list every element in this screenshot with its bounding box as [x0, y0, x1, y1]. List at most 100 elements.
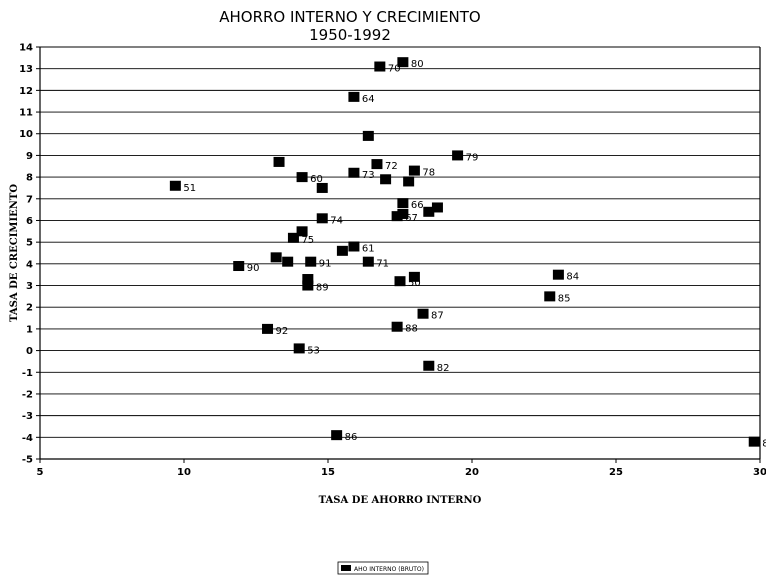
legend-swatch	[341, 565, 351, 571]
data-point	[331, 430, 343, 441]
data-point	[169, 180, 181, 191]
point-label: 64	[362, 94, 375, 105]
point-label: 92	[276, 326, 289, 337]
data-point	[417, 308, 429, 319]
data-point	[408, 165, 420, 176]
y-tick-label: 0	[26, 346, 33, 357]
chart-title: AHORRO INTERNO Y CRECIMIENTO	[219, 8, 481, 26]
data-point	[362, 130, 374, 141]
y-tick-label: 1	[26, 324, 33, 335]
point-label: 61	[362, 243, 375, 254]
data-point	[293, 343, 305, 354]
data-point	[348, 91, 360, 102]
point-label: 70	[388, 64, 401, 75]
data-point	[423, 206, 435, 217]
point-label: 74	[330, 215, 343, 226]
data-point	[431, 202, 443, 213]
point-label: 90	[247, 263, 260, 274]
y-tick-label: 8	[26, 173, 33, 184]
y-tick-label: 3	[26, 281, 33, 292]
y-tick-label: 5	[26, 238, 33, 249]
data-point	[348, 241, 360, 252]
data-point	[296, 226, 308, 237]
y-tick-label: 12	[19, 86, 33, 97]
x-tick-label: 25	[609, 467, 623, 478]
data-point	[544, 291, 556, 302]
data-point	[552, 269, 564, 280]
data-point	[394, 276, 406, 287]
x-tick-label: 15	[321, 467, 335, 478]
data-points	[169, 57, 760, 447]
data-point	[408, 271, 420, 282]
legend: AHO INTERNO (BRUTO)	[337, 561, 429, 575]
x-tick-label: 5	[37, 467, 44, 478]
point-label: 67	[405, 213, 418, 224]
data-point	[305, 256, 317, 267]
data-point	[282, 256, 294, 267]
point-label: 87	[431, 311, 444, 322]
data-point	[362, 256, 374, 267]
y-tick-label: 4	[26, 259, 33, 270]
legend-box	[337, 561, 429, 575]
data-point	[391, 321, 403, 332]
chart-subtitle: 1950-1992	[309, 26, 391, 44]
x-tick-label: 30	[753, 467, 766, 478]
y-tick-label: 13	[19, 64, 33, 75]
data-point	[380, 174, 392, 185]
point-label: 79	[466, 152, 479, 163]
point-label: 50	[408, 278, 421, 289]
point-label: 85	[558, 293, 571, 304]
point-label: 60	[310, 174, 323, 185]
data-point	[452, 150, 464, 161]
data-point	[262, 323, 274, 334]
point-label: 71	[376, 259, 389, 270]
data-point	[391, 211, 403, 222]
grid-lines	[36, 46, 761, 463]
y-tick-label: 2	[26, 303, 33, 314]
point-label: 75	[301, 235, 314, 246]
y-tick-label: -2	[22, 389, 33, 400]
point-label: 86	[345, 432, 358, 443]
legend-label: AHO INTERNO (BRUTO)	[354, 566, 424, 573]
y-tick-label: 6	[26, 216, 33, 227]
point-labels: 70 80 64 79 72 73 78 60 51 66 67 74 75 61 91 71 90 84 50 89…	[183, 59, 766, 449]
y-tick-label: 9	[26, 151, 33, 162]
data-point	[302, 274, 314, 285]
point-label: 89	[316, 283, 329, 294]
data-point	[423, 360, 435, 371]
y-axis-label: TASA DE CRECIMIENTO	[9, 184, 20, 322]
point-label: 80	[411, 59, 424, 70]
data-point	[302, 280, 314, 291]
data-point	[403, 176, 415, 187]
data-point	[270, 252, 282, 263]
axes	[39, 47, 761, 460]
data-point	[296, 172, 308, 183]
x-tick-label: 10	[177, 467, 191, 478]
data-point	[348, 167, 360, 178]
data-point	[336, 245, 348, 256]
x-tick-labels: 5 10 15 20 25 30	[37, 467, 766, 478]
data-point	[397, 208, 409, 219]
y-tick-label: 10	[19, 129, 33, 140]
y-tick-label: -4	[22, 433, 33, 444]
point-label: 78	[422, 168, 435, 179]
point-label: 73	[362, 170, 375, 181]
x-axis-label: TASA DE AHORRO INTERNO	[319, 495, 482, 506]
y-tick-label: -5	[22, 455, 33, 466]
y-tick-label: -1	[22, 368, 33, 379]
data-point	[374, 61, 386, 72]
data-point	[748, 436, 760, 447]
data-point	[273, 156, 285, 167]
point-label: 53	[307, 345, 320, 356]
data-point	[397, 198, 409, 209]
point-label: 91	[319, 259, 332, 270]
data-point	[233, 261, 245, 272]
data-point	[287, 232, 299, 243]
point-label: 82	[437, 363, 450, 374]
point-label: 88	[405, 324, 418, 335]
point-label: 66	[411, 200, 424, 211]
point-label: 83	[762, 439, 766, 450]
